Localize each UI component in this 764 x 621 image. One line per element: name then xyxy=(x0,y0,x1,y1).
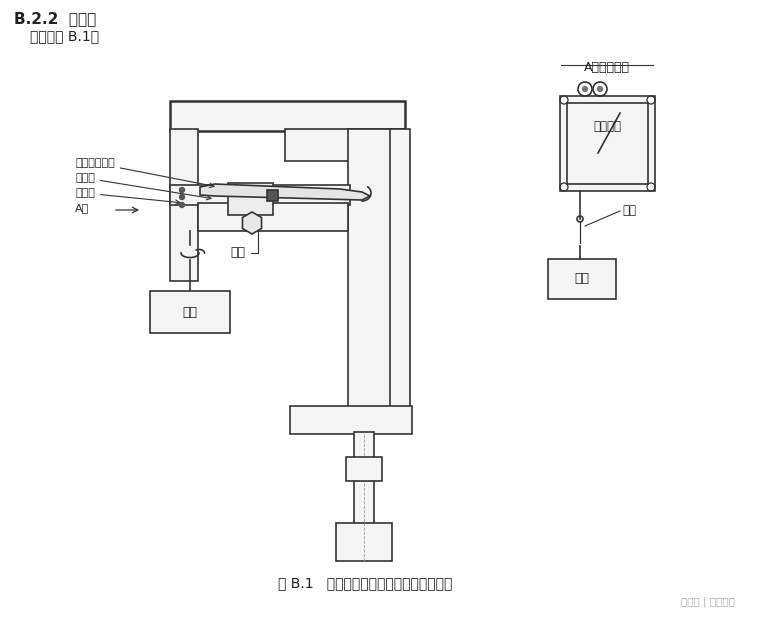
Bar xyxy=(267,190,278,201)
Bar xyxy=(170,185,350,205)
Circle shape xyxy=(180,202,184,207)
Text: 示意图见 B.1。: 示意图见 B.1。 xyxy=(30,29,99,43)
Polygon shape xyxy=(200,184,370,200)
Circle shape xyxy=(180,194,184,199)
Bar xyxy=(198,203,348,231)
Circle shape xyxy=(582,86,588,91)
Text: 砝码: 砝码 xyxy=(575,273,590,286)
Text: 网页号 | 威夏科技: 网页号 | 威夏科技 xyxy=(681,597,735,607)
Circle shape xyxy=(597,86,603,91)
Bar xyxy=(354,432,374,526)
Bar xyxy=(336,523,392,561)
Bar xyxy=(346,457,382,481)
Text: 砝码: 砝码 xyxy=(183,306,198,319)
Text: 夹具: 夹具 xyxy=(230,231,258,259)
Bar xyxy=(290,406,412,434)
Text: 绕线夹: 绕线夹 xyxy=(75,173,211,200)
Text: 图 B.1   手术刀片刃口锋利度测定仪示意图: 图 B.1 手术刀片刃口锋利度测定仪示意图 xyxy=(278,576,452,590)
Bar xyxy=(285,129,405,161)
Bar xyxy=(548,259,616,299)
Text: 缝合线: 缝合线 xyxy=(75,188,180,204)
Text: 测试刀片: 测试刀片 xyxy=(593,120,621,134)
Circle shape xyxy=(180,188,184,193)
Text: A向（局部）: A向（局部） xyxy=(584,61,630,74)
Text: B.2.2  示意图: B.2.2 示意图 xyxy=(14,11,96,26)
Bar xyxy=(390,129,410,426)
Bar xyxy=(567,103,648,184)
Bar xyxy=(170,101,405,131)
Bar xyxy=(228,183,273,215)
Text: 缝线: 缝线 xyxy=(622,204,636,217)
Bar xyxy=(170,129,198,281)
Bar xyxy=(150,291,230,333)
Text: 试样（刀片）: 试样（刀片） xyxy=(75,158,214,188)
Text: A向: A向 xyxy=(75,203,89,213)
Polygon shape xyxy=(242,212,261,234)
Bar xyxy=(560,96,655,191)
Bar xyxy=(348,129,405,426)
